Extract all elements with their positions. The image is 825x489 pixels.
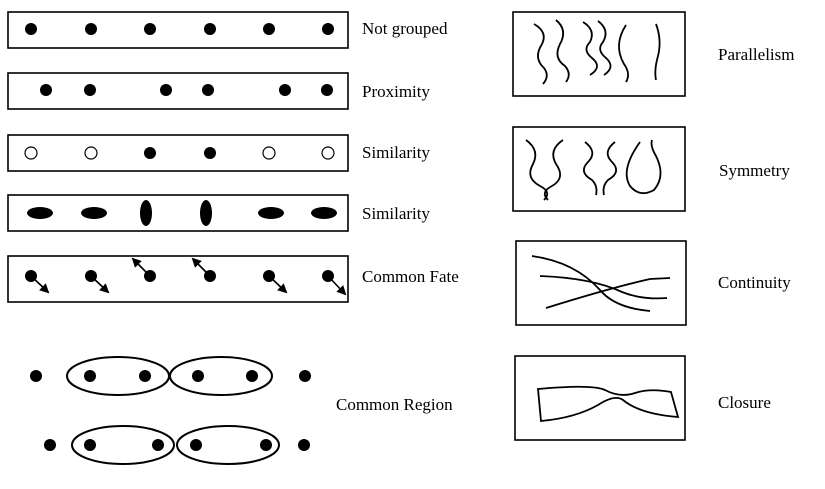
closure-panel bbox=[514, 355, 686, 441]
parallelism-panel bbox=[512, 11, 686, 97]
not-grouped-label: Not grouped bbox=[362, 19, 448, 38]
continuity-panel bbox=[515, 240, 687, 326]
symmetry-panel bbox=[512, 126, 686, 212]
continuity-label: Continuity bbox=[718, 273, 791, 292]
similarity-color-label: Similarity bbox=[362, 143, 431, 162]
symmetry-label: Symmetry bbox=[719, 161, 790, 180]
parallelism-label: Parallelism bbox=[718, 45, 794, 64]
proximity-label: Proximity bbox=[362, 82, 431, 101]
not-grouped-panel bbox=[7, 11, 349, 49]
common-region-figure bbox=[30, 356, 311, 465]
similarity-color-panel bbox=[7, 134, 349, 172]
proximity-panel bbox=[7, 72, 349, 110]
similarity-shape-panel bbox=[7, 194, 349, 232]
common-fate-label: Common Fate bbox=[362, 267, 459, 286]
similarity-shape-label: Similarity bbox=[362, 204, 431, 223]
common-fate-panel bbox=[7, 255, 349, 303]
closure-label: Closure bbox=[718, 393, 771, 412]
common-region-label: Common Region bbox=[336, 395, 453, 414]
